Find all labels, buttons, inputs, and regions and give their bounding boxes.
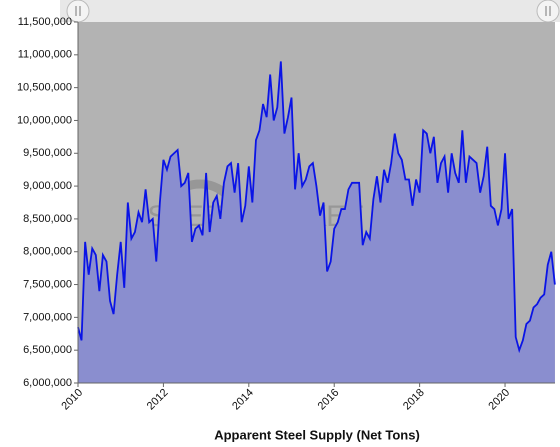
chart-title: Apparent Steel Supply (Net Tons) <box>214 427 420 442</box>
x-tick-label: 2014 <box>230 387 256 413</box>
x-tick-label: 2020 <box>486 387 512 413</box>
y-tick-label: 6,500,000 <box>23 344 72 356</box>
y-tick-label: 8,000,000 <box>23 246 72 258</box>
x-tick-label: 2016 <box>316 387 342 413</box>
y-tick-label: 7,500,000 <box>23 278 72 290</box>
y-tick-label: 9,500,000 <box>23 147 72 159</box>
x-tick-label: 2018 <box>401 387 427 413</box>
area-fill <box>78 61 555 384</box>
line <box>77 61 556 354</box>
y-tick-label: 7,000,000 <box>23 311 72 323</box>
x-tick-label: 2010 <box>59 387 85 413</box>
y-tick-label: 10,500,000 <box>17 82 72 94</box>
range-handle-right[interactable] <box>536 0 560 23</box>
x-tick-label: 2012 <box>145 387 171 413</box>
y-tick-label: 11,500,000 <box>18 16 72 28</box>
range-slider-track[interactable] <box>60 0 560 22</box>
y-tick-label: 8,500,000 <box>23 213 72 225</box>
y-tick-label: 9,000,000 <box>23 180 72 192</box>
y-tick-label: 11,000,000 <box>18 49 72 61</box>
y-tick-label: 6,000,000 <box>23 377 72 389</box>
y-tick-label: 10,000,000 <box>17 114 72 126</box>
